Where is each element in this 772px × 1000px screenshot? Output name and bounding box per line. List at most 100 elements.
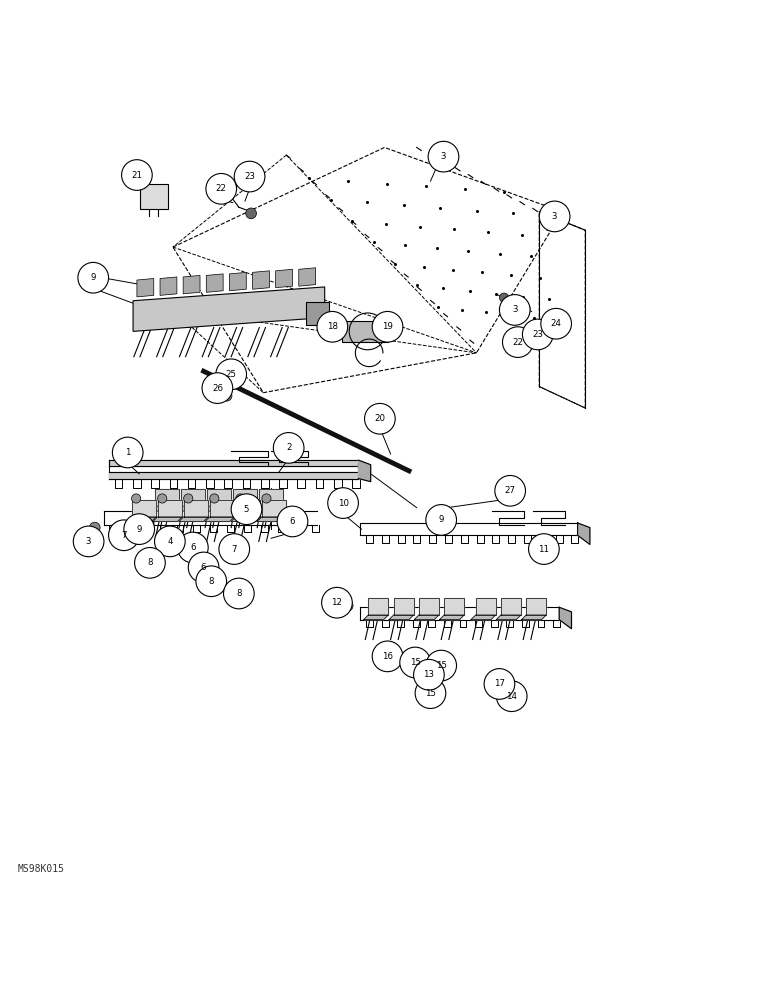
Circle shape — [495, 475, 526, 506]
Circle shape — [510, 299, 520, 308]
Circle shape — [277, 506, 308, 537]
Circle shape — [342, 600, 353, 611]
Circle shape — [131, 494, 141, 503]
Polygon shape — [471, 615, 496, 620]
Polygon shape — [276, 269, 293, 288]
Polygon shape — [184, 500, 208, 517]
Circle shape — [328, 488, 358, 518]
Circle shape — [364, 403, 395, 434]
Polygon shape — [153, 517, 182, 521]
Circle shape — [124, 514, 154, 544]
Circle shape — [78, 262, 109, 293]
Polygon shape — [559, 607, 571, 629]
Text: 9: 9 — [137, 525, 142, 534]
Circle shape — [188, 552, 219, 583]
Text: 21: 21 — [131, 171, 142, 180]
Circle shape — [216, 359, 246, 390]
Circle shape — [73, 526, 104, 557]
Polygon shape — [415, 615, 439, 620]
Text: 23: 23 — [244, 172, 255, 181]
Circle shape — [426, 505, 456, 535]
Circle shape — [523, 319, 553, 350]
Polygon shape — [252, 271, 269, 289]
Circle shape — [235, 494, 245, 503]
Text: 20: 20 — [374, 414, 385, 423]
Circle shape — [231, 494, 262, 525]
Polygon shape — [137, 278, 154, 297]
Polygon shape — [157, 500, 182, 517]
Text: 22: 22 — [513, 338, 523, 347]
Text: 15: 15 — [425, 689, 436, 698]
Polygon shape — [262, 500, 286, 517]
Text: 23: 23 — [532, 330, 543, 339]
Text: 6: 6 — [190, 543, 195, 552]
Circle shape — [210, 494, 219, 503]
Polygon shape — [419, 598, 439, 615]
Text: 4: 4 — [167, 537, 173, 546]
Polygon shape — [364, 615, 388, 620]
Polygon shape — [176, 506, 205, 511]
Circle shape — [529, 534, 559, 564]
Circle shape — [426, 650, 456, 681]
Text: 8: 8 — [208, 577, 214, 586]
Polygon shape — [131, 500, 156, 517]
Circle shape — [245, 208, 256, 219]
Polygon shape — [232, 489, 257, 506]
Polygon shape — [133, 287, 325, 331]
Circle shape — [222, 390, 232, 401]
Polygon shape — [444, 598, 464, 615]
Polygon shape — [154, 489, 179, 506]
Polygon shape — [228, 506, 257, 511]
Polygon shape — [202, 506, 231, 511]
Circle shape — [400, 647, 431, 678]
Text: 8: 8 — [147, 558, 153, 567]
Circle shape — [178, 532, 208, 563]
Polygon shape — [160, 277, 177, 295]
Polygon shape — [109, 472, 358, 479]
Circle shape — [503, 327, 533, 357]
Text: 26: 26 — [212, 384, 223, 393]
Text: 7: 7 — [121, 531, 127, 540]
Circle shape — [184, 494, 193, 503]
Polygon shape — [368, 598, 388, 615]
Circle shape — [234, 161, 265, 192]
Circle shape — [202, 373, 232, 403]
Circle shape — [499, 293, 509, 302]
Text: 13: 13 — [423, 670, 435, 679]
Polygon shape — [109, 460, 358, 466]
Circle shape — [206, 173, 236, 204]
Polygon shape — [207, 489, 231, 506]
Text: 5: 5 — [244, 505, 249, 514]
Circle shape — [317, 311, 347, 342]
Text: 9: 9 — [90, 273, 96, 282]
Polygon shape — [210, 500, 234, 517]
Circle shape — [90, 522, 100, 533]
Polygon shape — [127, 517, 156, 521]
Polygon shape — [299, 268, 316, 286]
Polygon shape — [235, 500, 260, 517]
Text: 14: 14 — [506, 692, 517, 701]
Bar — [306, 302, 329, 325]
Circle shape — [322, 587, 352, 618]
Text: 7: 7 — [232, 545, 237, 554]
Circle shape — [273, 433, 304, 463]
Polygon shape — [439, 615, 464, 620]
Polygon shape — [476, 598, 496, 615]
Text: 25: 25 — [225, 370, 237, 379]
Text: 27: 27 — [505, 486, 516, 495]
Polygon shape — [254, 506, 283, 511]
Circle shape — [157, 494, 167, 503]
Text: 1: 1 — [125, 448, 130, 457]
Circle shape — [541, 308, 571, 339]
Text: 18: 18 — [327, 322, 338, 331]
Text: 15: 15 — [410, 658, 421, 667]
Polygon shape — [231, 517, 260, 521]
Polygon shape — [259, 489, 283, 506]
Polygon shape — [179, 517, 208, 521]
Circle shape — [415, 678, 445, 708]
Bar — [140, 184, 168, 209]
Text: 3: 3 — [552, 212, 557, 221]
Polygon shape — [577, 523, 590, 544]
Circle shape — [496, 489, 506, 499]
Polygon shape — [229, 272, 246, 291]
